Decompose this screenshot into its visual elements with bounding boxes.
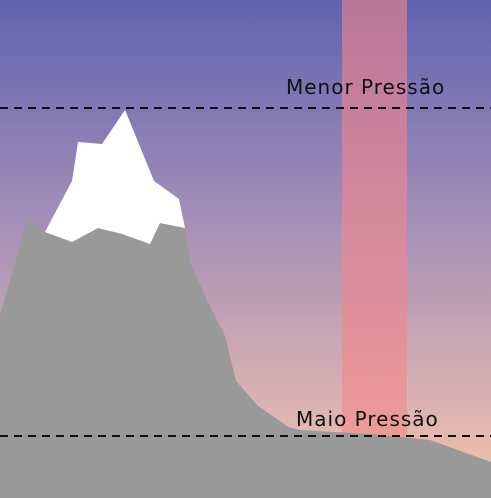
air-column	[342, 0, 407, 498]
low-pressure-label: Menor Pressão	[286, 75, 446, 99]
mountain	[0, 218, 300, 498]
high-pressure-label: Maio Pressão	[296, 407, 439, 431]
snow-cap	[45, 110, 185, 244]
